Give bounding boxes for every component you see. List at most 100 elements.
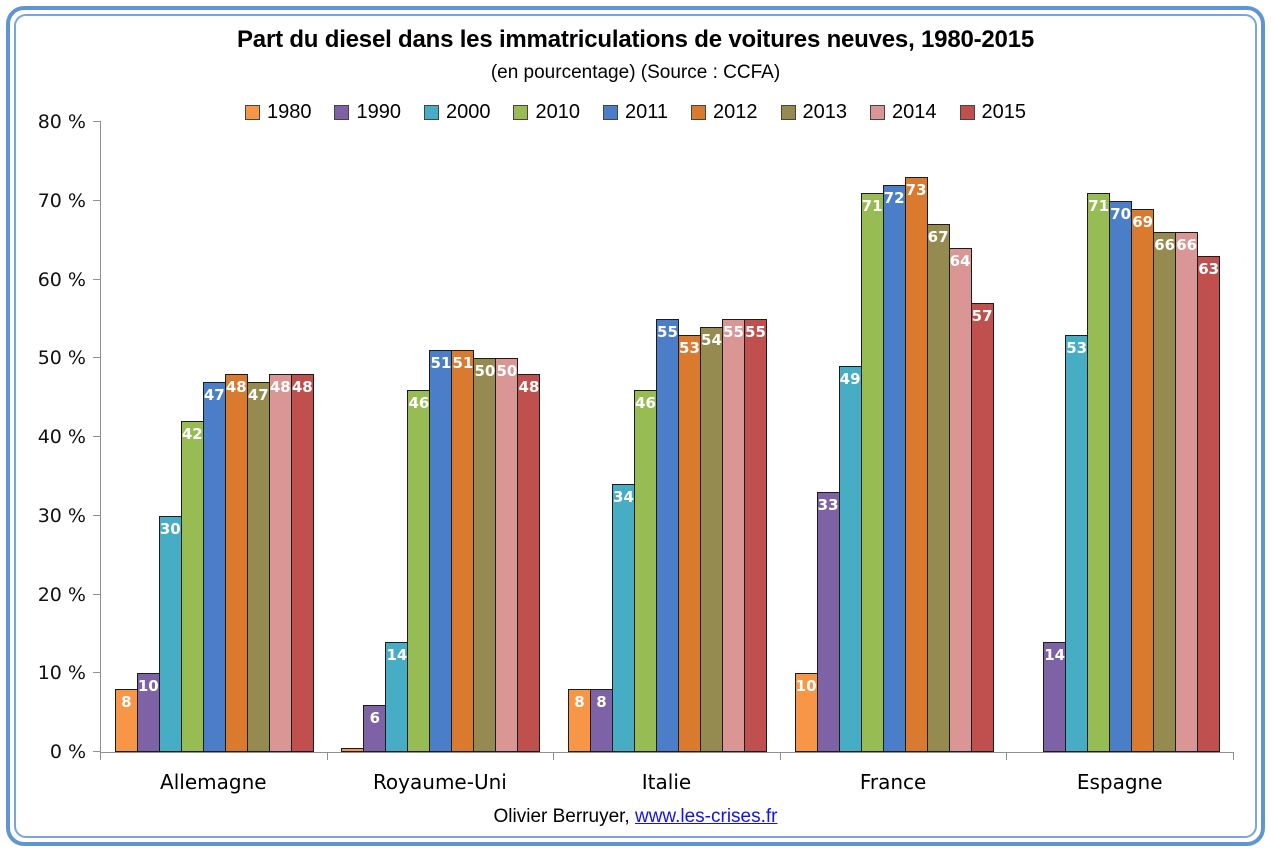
- bar: 47: [202, 381, 226, 752]
- legend-swatch-icon: [423, 105, 439, 120]
- legend-swatch-icon: [602, 105, 618, 120]
- bar: 10: [136, 673, 160, 752]
- y-tick-label: 60 %: [37, 268, 86, 291]
- bar-value-label: 14: [1044, 645, 1066, 664]
- bar: 10: [794, 673, 818, 752]
- bar: 47: [246, 381, 270, 752]
- y-tick-label: 80 %: [37, 111, 86, 133]
- bar-value-label: 54: [701, 330, 722, 349]
- x-tick-mark: [326, 753, 328, 760]
- bar-value-label: 48: [291, 378, 313, 396]
- y-tick-mark: [93, 593, 101, 595]
- bar: 48: [290, 374, 314, 752]
- legend-item: 1980: [244, 101, 312, 124]
- y-tick-label: 40 %: [37, 426, 86, 448]
- bar: 57: [970, 303, 994, 752]
- bar-value-label: 73: [905, 181, 927, 200]
- plot-area: 8 10 30 42 47 48 47 48 48 6 14 46 51 51 50 50 48 8 8 34 46 55…: [100, 122, 1234, 753]
- bar: 8: [589, 689, 613, 752]
- bar: 73: [904, 177, 928, 752]
- bar-value-label: 71: [1088, 196, 1110, 215]
- bar-value-label: 6: [369, 708, 381, 727]
- x-tick-mark: [1233, 753, 1234, 760]
- legend-label: 2000: [445, 101, 491, 123]
- bar-value-label: 53: [679, 338, 700, 357]
- legend-item: 2015: [959, 101, 1026, 124]
- bar: 70: [1109, 200, 1133, 752]
- y-axis-labels: 0 % 10 % 20 % 30 % 40 % 50 % 60 % 70 % 80 %: [0, 111, 86, 763]
- y-tick-mark: [93, 672, 101, 674]
- y-tick-label: 0 %: [49, 741, 86, 763]
- bar-value-label: 55: [723, 322, 744, 341]
- bar: 51: [451, 350, 475, 752]
- bar: 71: [1087, 192, 1111, 752]
- bar-value-label: 51: [430, 354, 452, 373]
- legend-item: 2014: [870, 101, 937, 124]
- bar: 51: [429, 350, 453, 752]
- legend-swatch-icon: [959, 105, 975, 120]
- y-tick-mark: [93, 436, 101, 437]
- bar-value-label: 42: [181, 425, 203, 444]
- y-tick-label: 50 %: [37, 347, 86, 370]
- bar-value-label: 70: [1110, 204, 1132, 223]
- legend-swatch-icon: [691, 105, 706, 120]
- bar-value-label: 66: [1176, 236, 1198, 255]
- bar: [341, 748, 365, 752]
- bar-value-label: 63: [1198, 259, 1220, 278]
- bar-value-label: 51: [452, 354, 474, 373]
- bar-value-label: 14: [386, 645, 408, 664]
- bar: 14: [1043, 641, 1067, 752]
- bar-value-label: 8: [596, 693, 607, 711]
- bar-value-label: 30: [159, 519, 181, 538]
- legend-item: 2010: [513, 101, 580, 124]
- footer-link[interactable]: www.les-crises.fr: [634, 806, 778, 827]
- x-tick-mark: [779, 753, 781, 760]
- bar-value-label: 67: [927, 228, 949, 247]
- bar-value-label: 57: [971, 307, 993, 326]
- bar: 50: [473, 358, 497, 752]
- legend-label: 2012: [713, 101, 758, 123]
- bar-value-label: 8: [121, 693, 132, 711]
- bar-value-label: 46: [408, 393, 430, 412]
- bar-groups: 8 10 30 42 47 48 47 48 48 6 14 46 51 51 50 50 48 8 8 34 46 55…: [101, 122, 1234, 752]
- y-tick-label: 30 %: [37, 504, 86, 527]
- footer-author: Olivier Berruyer,: [493, 806, 630, 827]
- x-category-label: Italie: [641, 770, 692, 794]
- legend-swatch-icon: [780, 105, 796, 120]
- x-category-label: Allemagne: [160, 770, 267, 794]
- bar-value-label: 66: [1154, 236, 1176, 255]
- bar-value-label: 10: [137, 677, 159, 696]
- chart-subtitle: (en pourcentage) (Source : CCFA): [490, 62, 781, 83]
- bar: 63: [1197, 255, 1221, 752]
- x-category-label: Royaume-Uni: [372, 770, 507, 794]
- y-tick-label: 20 %: [37, 583, 86, 606]
- bar: 66: [1175, 232, 1199, 752]
- bar-value-label: 10: [795, 677, 817, 696]
- legend-label: 2013: [802, 101, 848, 123]
- legend-label: 2011: [624, 101, 668, 123]
- legend-item: 1990: [334, 101, 401, 124]
- bar: 6: [363, 704, 387, 752]
- bar-value-label: 53: [1066, 338, 1088, 357]
- bar-value-label: 47: [203, 385, 225, 404]
- x-category-label: Espagne: [1076, 770, 1163, 794]
- bar: 69: [1131, 208, 1155, 752]
- y-tick-mark: [93, 751, 101, 752]
- bar-value-label: 48: [269, 378, 291, 396]
- x-tick-mark: [1006, 753, 1008, 760]
- bar: 72: [882, 185, 906, 752]
- bar-value-label: 50: [496, 362, 518, 381]
- bar-group: 8 8 34 46 55 53 54 55 55: [554, 122, 781, 752]
- bar: 14: [385, 641, 409, 752]
- bar: 30: [158, 515, 182, 752]
- bar-group: 10 33 49 71 72 73 67 64 57: [781, 122, 1008, 752]
- bar: 71: [860, 192, 884, 752]
- legend-label: 1980: [266, 101, 312, 123]
- legend-swatch-icon: [244, 105, 260, 120]
- bar: 50: [495, 358, 519, 752]
- bar: 48: [517, 374, 541, 752]
- legend-label: 1990: [356, 101, 401, 123]
- bar: 55: [743, 318, 767, 752]
- legend-item: 2012: [691, 101, 758, 124]
